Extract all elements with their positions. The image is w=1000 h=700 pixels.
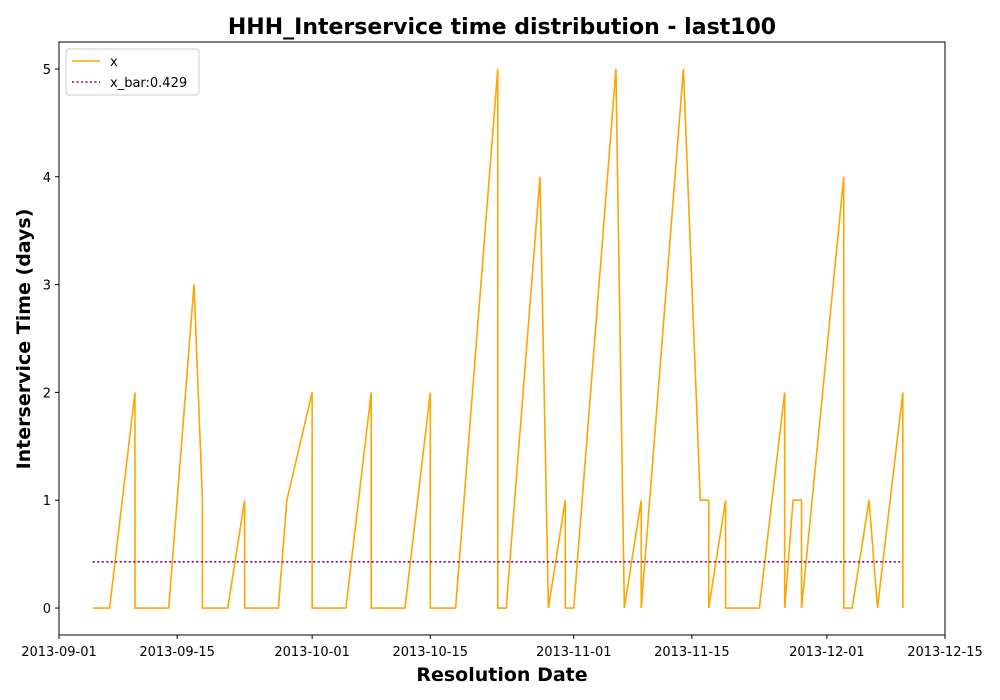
x-tick-label: 2013-10-15 <box>392 645 468 660</box>
y-tick-label: 5 <box>43 63 51 78</box>
y-tick-label: 1 <box>43 494 51 509</box>
x-tick-label: 2013-10-01 <box>274 645 350 660</box>
x-tick-label: 2013-11-01 <box>536 645 612 660</box>
x-tick-label: 2013-09-15 <box>139 645 215 660</box>
plot-area <box>59 42 945 635</box>
legend: x x_bar:0.429 <box>66 49 199 95</box>
x-tick-label: 2013-12-15 <box>907 645 983 660</box>
y-tick-label: 2 <box>43 386 51 401</box>
x-tick-label: 2013-11-15 <box>654 645 730 660</box>
chart-title: HHH_Interservice time distribution - las… <box>228 15 776 40</box>
y-tick-label: 4 <box>43 171 51 186</box>
y-axis-label: Interservice Time (days) <box>13 209 35 470</box>
x-tick-label: 2013-09-01 <box>21 645 97 660</box>
x-axis-ticks: 2013-09-01 2013-09-15 2013-10-01 2013-10-15… <box>21 635 983 660</box>
legend-label-x: x <box>110 55 118 70</box>
x-tick-label: 2013-12-01 <box>789 645 865 660</box>
x-axis-label: Resolution Date <box>416 664 587 686</box>
legend-label-xbar: x_bar:0.429 <box>110 76 187 91</box>
y-tick-label: 0 <box>43 602 51 617</box>
y-axis-ticks: 0 1 2 3 4 5 <box>43 63 59 617</box>
y-tick-label: 3 <box>43 279 51 294</box>
